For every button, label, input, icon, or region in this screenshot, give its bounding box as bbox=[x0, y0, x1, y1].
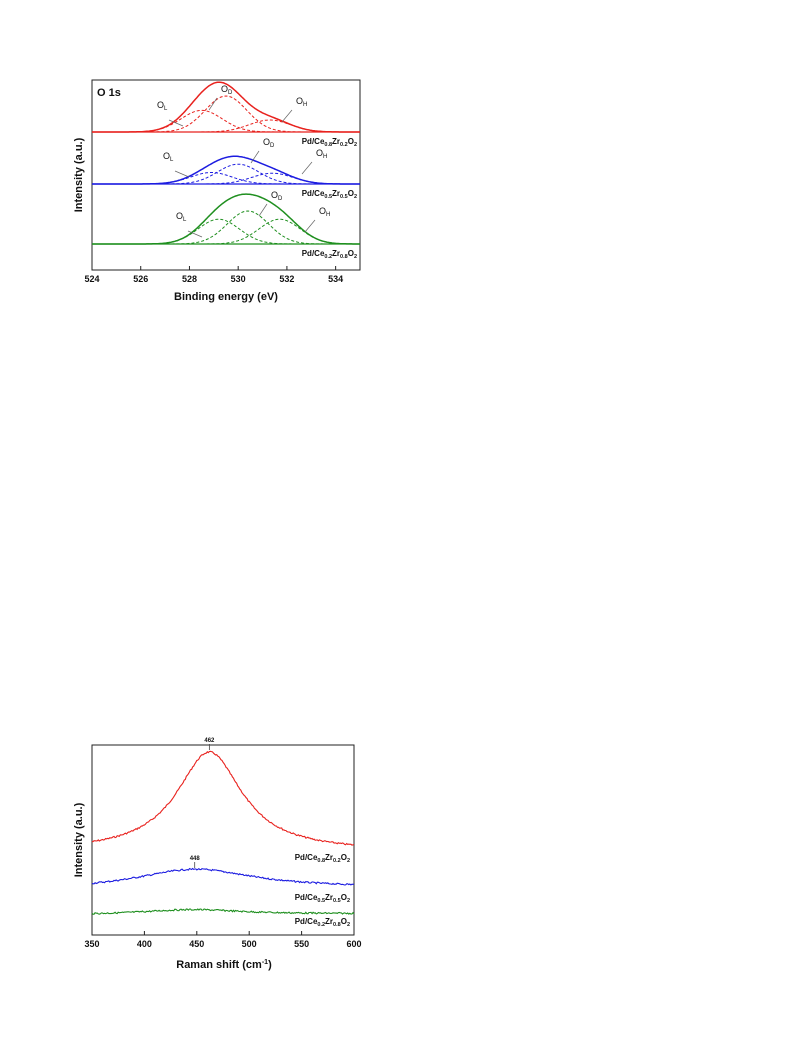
xps-annotation-2-0: OL bbox=[176, 211, 187, 223]
xps-series-labels: Pd/Ce0.8Zr0.2O2 Pd/Ce0.5Zr0.5O2 Pd/Ce0.2Zr… bbox=[302, 137, 357, 260]
xps-envelope-1 bbox=[92, 155, 360, 185]
raman-series-label-2: Pd/Ce0.2Zr0.8O2 bbox=[295, 917, 350, 928]
xps-series-label-0: Pd/Ce0.8Zr0.2O2 bbox=[302, 137, 357, 148]
xps-x-axis-label: Binding energy (eV) bbox=[174, 291, 278, 303]
xps-component-0-1 bbox=[116, 95, 360, 133]
xps-y-axis-label: Intensity (a.u.) bbox=[73, 137, 85, 212]
raman-curve-2 bbox=[91, 908, 355, 915]
xps-annotation-2-2: OH bbox=[319, 206, 330, 218]
xps-annotation-0-1: OD bbox=[221, 84, 233, 96]
xps-x-tick-label-0: 524 bbox=[84, 274, 99, 284]
raman-series-labels: Pd/Ce0.8Zr0.2O2 462 Pd/Ce0.5Zr0.5O2 448 Pd/C… bbox=[190, 738, 350, 928]
xps-annotation-0-2: OH bbox=[296, 96, 307, 108]
xps-x-tick-label-3: 530 bbox=[231, 274, 246, 284]
xps-leader-1-0 bbox=[174, 170, 190, 178]
xps-leader-1-2 bbox=[301, 161, 313, 175]
raman-curve-0 bbox=[91, 750, 355, 846]
raman-xlabel-sup: -1 bbox=[262, 959, 268, 966]
xps-o1s-panel: O 1s 524 526 528 530 532 534 Pd/Ce0.8Zr0.2O2P… bbox=[73, 79, 361, 303]
raman-x-tick-label-1: 400 bbox=[137, 939, 152, 949]
xps-leader-2-2 bbox=[304, 219, 316, 233]
raman-peak-label-0: 462 bbox=[204, 738, 215, 744]
xps-envelope-2 bbox=[92, 193, 360, 245]
raman-panel: 350 400 450 500 550 600 Pd/Ce0.8Zr0.2O2462Pd/… bbox=[73, 738, 362, 971]
xps-leader-0-0 bbox=[168, 119, 184, 127]
xps-x-tick-label-1: 526 bbox=[133, 274, 148, 284]
raman-plot-frame bbox=[91, 744, 355, 936]
raman-x-tick-label-0: 350 bbox=[84, 939, 99, 949]
xps-leader-0-1 bbox=[208, 97, 218, 111]
xps-series-label-1: Pd/Ce0.5Zr0.5O2 bbox=[302, 189, 357, 200]
raman-x-tick-label-5: 600 bbox=[346, 939, 361, 949]
raman-x-tick-label-4: 550 bbox=[294, 939, 309, 949]
raman-x-tick-label-3: 500 bbox=[242, 939, 257, 949]
xps-annotation-0-0: OL bbox=[157, 100, 168, 112]
raman-x-tick-label-2: 450 bbox=[189, 939, 204, 949]
xps-x-tick-label-2: 528 bbox=[182, 274, 197, 284]
xps-curves bbox=[92, 81, 360, 245]
raman-peak-label-1: 448 bbox=[190, 856, 201, 862]
xps-series-label-2: Pd/Ce0.2Zr0.8O2 bbox=[302, 249, 357, 260]
xps-leader-0-2 bbox=[281, 109, 293, 123]
raman-curves bbox=[91, 750, 355, 915]
xps-component-1-0 bbox=[116, 172, 360, 185]
raman-xlabel-end: ) bbox=[268, 959, 272, 971]
xps-panel-title: O 1s bbox=[97, 87, 121, 99]
xps-x-tick-label-4: 532 bbox=[279, 274, 294, 284]
raman-x-axis-label: Raman shift (cm-1) bbox=[176, 959, 272, 971]
xps-x-ticks: 524 526 528 530 532 534 bbox=[84, 266, 343, 284]
xps-leader-1-1 bbox=[250, 150, 260, 164]
raman-series-label-0: Pd/Ce0.8Zr0.2O2 bbox=[295, 853, 350, 864]
xps-annotation-1-2: OH bbox=[316, 148, 327, 160]
raman-series-label-1: Pd/Ce0.5Zr0.5O2 bbox=[295, 893, 350, 904]
xps-annotation-2-1: OD bbox=[271, 190, 283, 202]
raman-y-axis-label: Intensity (a.u.) bbox=[73, 802, 85, 877]
xps-annotation-1-0: OL bbox=[163, 151, 174, 163]
raman-x-ticks: 350 400 450 500 550 600 bbox=[84, 931, 362, 949]
xps-leader-2-0 bbox=[187, 230, 203, 238]
xps-plot-frame bbox=[91, 79, 361, 271]
xps-x-tick-label-5: 534 bbox=[328, 274, 343, 284]
xps-component-1-2 bbox=[116, 172, 360, 185]
raman-xlabel-main: Raman shift (cm bbox=[176, 959, 262, 971]
raman-curve-1 bbox=[91, 867, 355, 886]
xps-component-annotations: OL OD OH OL OD OH OL OD OH bbox=[157, 84, 330, 238]
xps-component-2-2 bbox=[116, 218, 360, 245]
xps-annotation-1-1: OD bbox=[263, 137, 275, 149]
xps-leader-2-1 bbox=[258, 203, 268, 217]
